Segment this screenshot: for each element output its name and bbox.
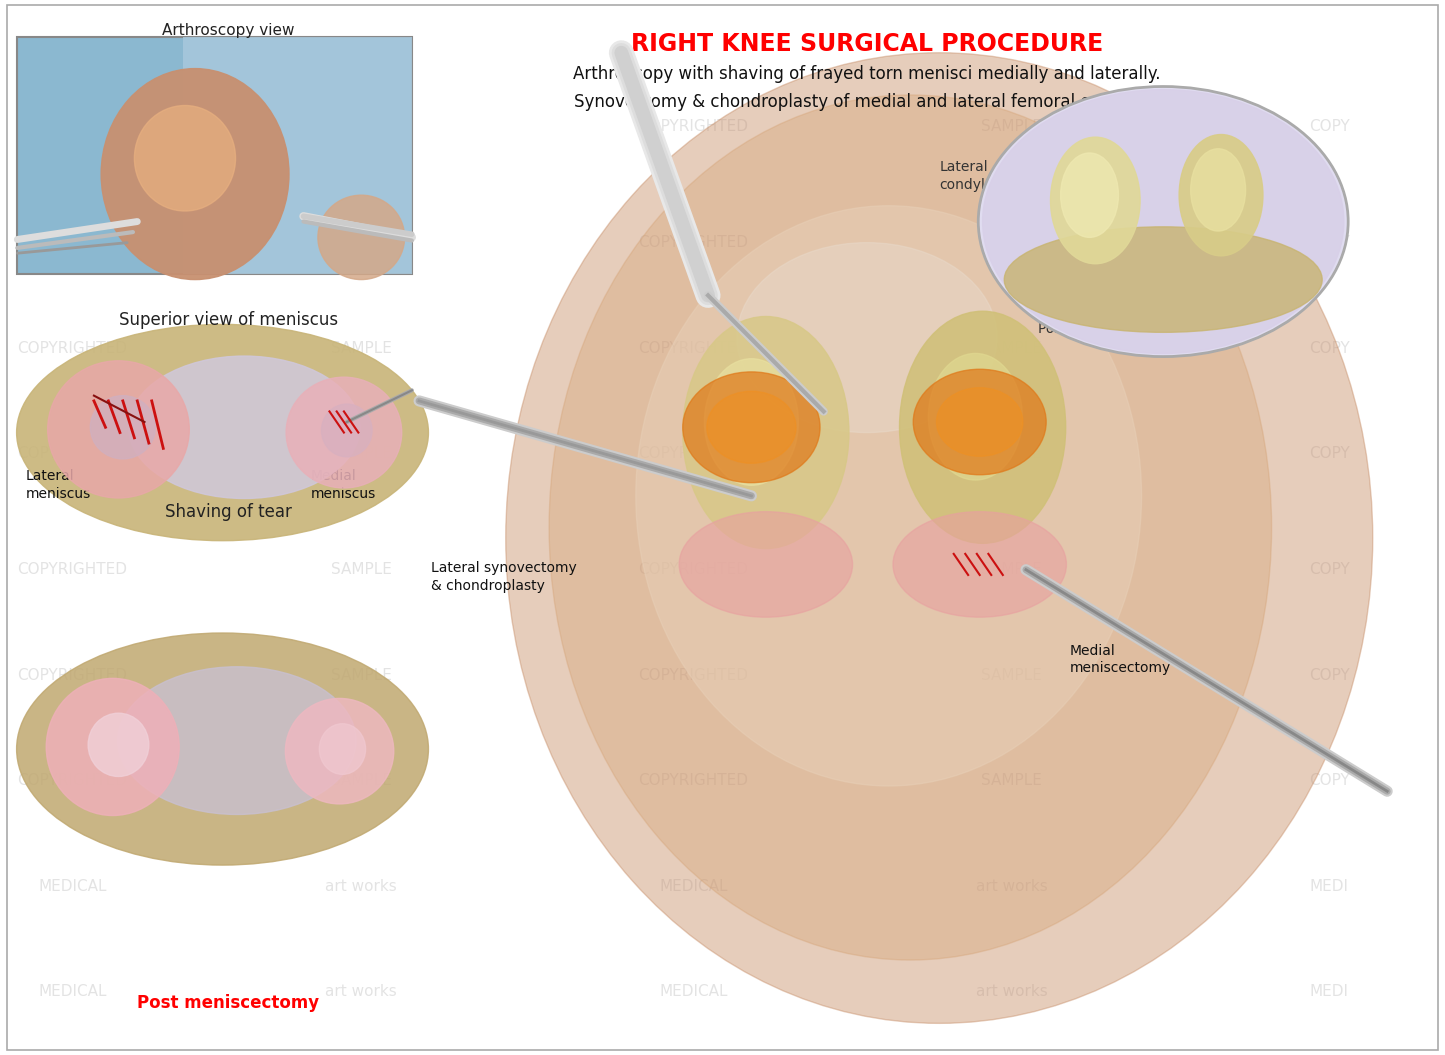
Ellipse shape — [682, 371, 821, 483]
Ellipse shape — [893, 512, 1066, 617]
Text: MEDICAL: MEDICAL — [659, 879, 728, 894]
Ellipse shape — [549, 95, 1272, 960]
Text: MEDICAL: MEDICAL — [38, 879, 107, 894]
Text: MEDI: MEDI — [1311, 984, 1348, 999]
Text: COPYRIGHTED: COPYRIGHTED — [17, 119, 127, 134]
Text: Post meniscectomy: Post meniscectomy — [137, 994, 319, 1012]
Text: Shaving of tear: Shaving of tear — [165, 503, 292, 521]
Ellipse shape — [705, 359, 798, 485]
Ellipse shape — [1061, 153, 1118, 237]
Text: SAMPLE: SAMPLE — [981, 773, 1042, 788]
Text: SAMPLE: SAMPLE — [331, 235, 392, 250]
Text: SAMPLE: SAMPLE — [981, 235, 1042, 250]
Ellipse shape — [129, 357, 360, 498]
Text: SAMPLE: SAMPLE — [331, 119, 392, 134]
Ellipse shape — [1191, 149, 1246, 231]
Ellipse shape — [913, 369, 1046, 475]
Text: COPYRIGHTED: COPYRIGHTED — [17, 446, 127, 461]
FancyBboxPatch shape — [17, 37, 412, 274]
Text: Superior view of meniscus: Superior view of meniscus — [118, 311, 338, 329]
Text: Lateral synovectomy
& chondroplasty: Lateral synovectomy & chondroplasty — [431, 561, 577, 593]
Ellipse shape — [88, 713, 149, 776]
Ellipse shape — [737, 243, 997, 433]
Ellipse shape — [319, 724, 366, 774]
Ellipse shape — [90, 396, 156, 459]
Ellipse shape — [1004, 227, 1322, 332]
Ellipse shape — [118, 667, 355, 814]
Text: Lateral
meniscus: Lateral meniscus — [26, 469, 91, 501]
Circle shape — [983, 90, 1344, 353]
Text: art works: art works — [325, 984, 397, 999]
Text: SAMPLE: SAMPLE — [331, 446, 392, 461]
Text: SAMPLE: SAMPLE — [981, 119, 1042, 134]
Text: Post-op condition: Post-op condition — [1038, 322, 1157, 335]
Text: COPY: COPY — [1309, 446, 1350, 461]
Text: art works: art works — [975, 879, 1048, 894]
Text: COPYRIGHTED: COPYRIGHTED — [17, 668, 127, 683]
Text: COPYRIGHTED: COPYRIGHTED — [17, 773, 127, 788]
Text: MEDICAL: MEDICAL — [659, 984, 728, 999]
Text: SAMPLE: SAMPLE — [331, 562, 392, 577]
Ellipse shape — [318, 195, 405, 280]
Text: COPYRIGHTED: COPYRIGHTED — [17, 562, 127, 577]
Ellipse shape — [929, 353, 1023, 480]
Ellipse shape — [17, 325, 428, 540]
Text: Arthroscopy view: Arthroscopy view — [162, 23, 295, 38]
Text: COPY: COPY — [1309, 235, 1350, 250]
Ellipse shape — [46, 678, 179, 816]
Ellipse shape — [1179, 134, 1263, 256]
Text: Synovectomy & chondroplasty of medial and lateral femoral condyles.: Synovectomy & chondroplasty of medial an… — [574, 93, 1160, 111]
Text: SAMPLE: SAMPLE — [981, 446, 1042, 461]
Ellipse shape — [101, 69, 289, 280]
Ellipse shape — [679, 512, 853, 617]
Ellipse shape — [286, 378, 402, 488]
Text: art works: art works — [975, 984, 1048, 999]
Ellipse shape — [506, 53, 1373, 1023]
Text: SAMPLE: SAMPLE — [981, 562, 1042, 577]
Text: COPYRIGHTED: COPYRIGHTED — [17, 235, 127, 250]
Text: COPYRIGHTED: COPYRIGHTED — [639, 446, 749, 461]
Ellipse shape — [1051, 137, 1140, 264]
Text: Medial
condyle: Medial condyle — [1081, 148, 1136, 179]
Ellipse shape — [321, 404, 373, 457]
Ellipse shape — [17, 633, 428, 865]
Text: COPYRIGHTED: COPYRIGHTED — [639, 119, 749, 134]
Text: SAMPLE: SAMPLE — [331, 341, 392, 356]
Text: MEDI: MEDI — [1311, 879, 1348, 894]
Text: COPYRIGHTED: COPYRIGHTED — [639, 668, 749, 683]
Ellipse shape — [899, 311, 1065, 543]
Text: RIGHT KNEE SURGICAL PROCEDURE: RIGHT KNEE SURGICAL PROCEDURE — [631, 32, 1103, 56]
Ellipse shape — [683, 316, 850, 549]
Text: COPY: COPY — [1309, 119, 1350, 134]
Text: COPY: COPY — [1309, 341, 1350, 356]
Ellipse shape — [936, 387, 1023, 456]
Circle shape — [978, 87, 1348, 357]
Ellipse shape — [134, 106, 236, 211]
Text: art works: art works — [325, 879, 397, 894]
Ellipse shape — [48, 361, 189, 498]
Text: MEDICAL: MEDICAL — [38, 984, 107, 999]
Ellipse shape — [285, 698, 393, 804]
Text: COPYRIGHTED: COPYRIGHTED — [639, 773, 749, 788]
Text: Arthroscopy with shaving of frayed torn menisci medially and laterally.: Arthroscopy with shaving of frayed torn … — [574, 65, 1160, 83]
Text: Medial
meniscus: Medial meniscus — [311, 469, 376, 501]
Text: SAMPLE: SAMPLE — [981, 341, 1042, 356]
Text: COPYRIGHTED: COPYRIGHTED — [639, 562, 749, 577]
Text: COPY: COPY — [1309, 773, 1350, 788]
Text: SAMPLE: SAMPLE — [981, 668, 1042, 683]
Text: COPYRIGHTED: COPYRIGHTED — [639, 341, 749, 356]
Ellipse shape — [636, 206, 1142, 786]
FancyBboxPatch shape — [184, 37, 412, 274]
Ellipse shape — [707, 391, 796, 463]
Text: COPY: COPY — [1309, 668, 1350, 683]
Text: COPY: COPY — [1309, 562, 1350, 577]
Text: Medial
meniscectomy: Medial meniscectomy — [1069, 644, 1170, 675]
Text: SAMPLE: SAMPLE — [331, 773, 392, 788]
Text: COPYRIGHTED: COPYRIGHTED — [639, 235, 749, 250]
Text: COPYRIGHTED: COPYRIGHTED — [17, 341, 127, 356]
Text: Lateral
condyle: Lateral condyle — [939, 160, 994, 192]
Text: SAMPLE: SAMPLE — [331, 668, 392, 683]
